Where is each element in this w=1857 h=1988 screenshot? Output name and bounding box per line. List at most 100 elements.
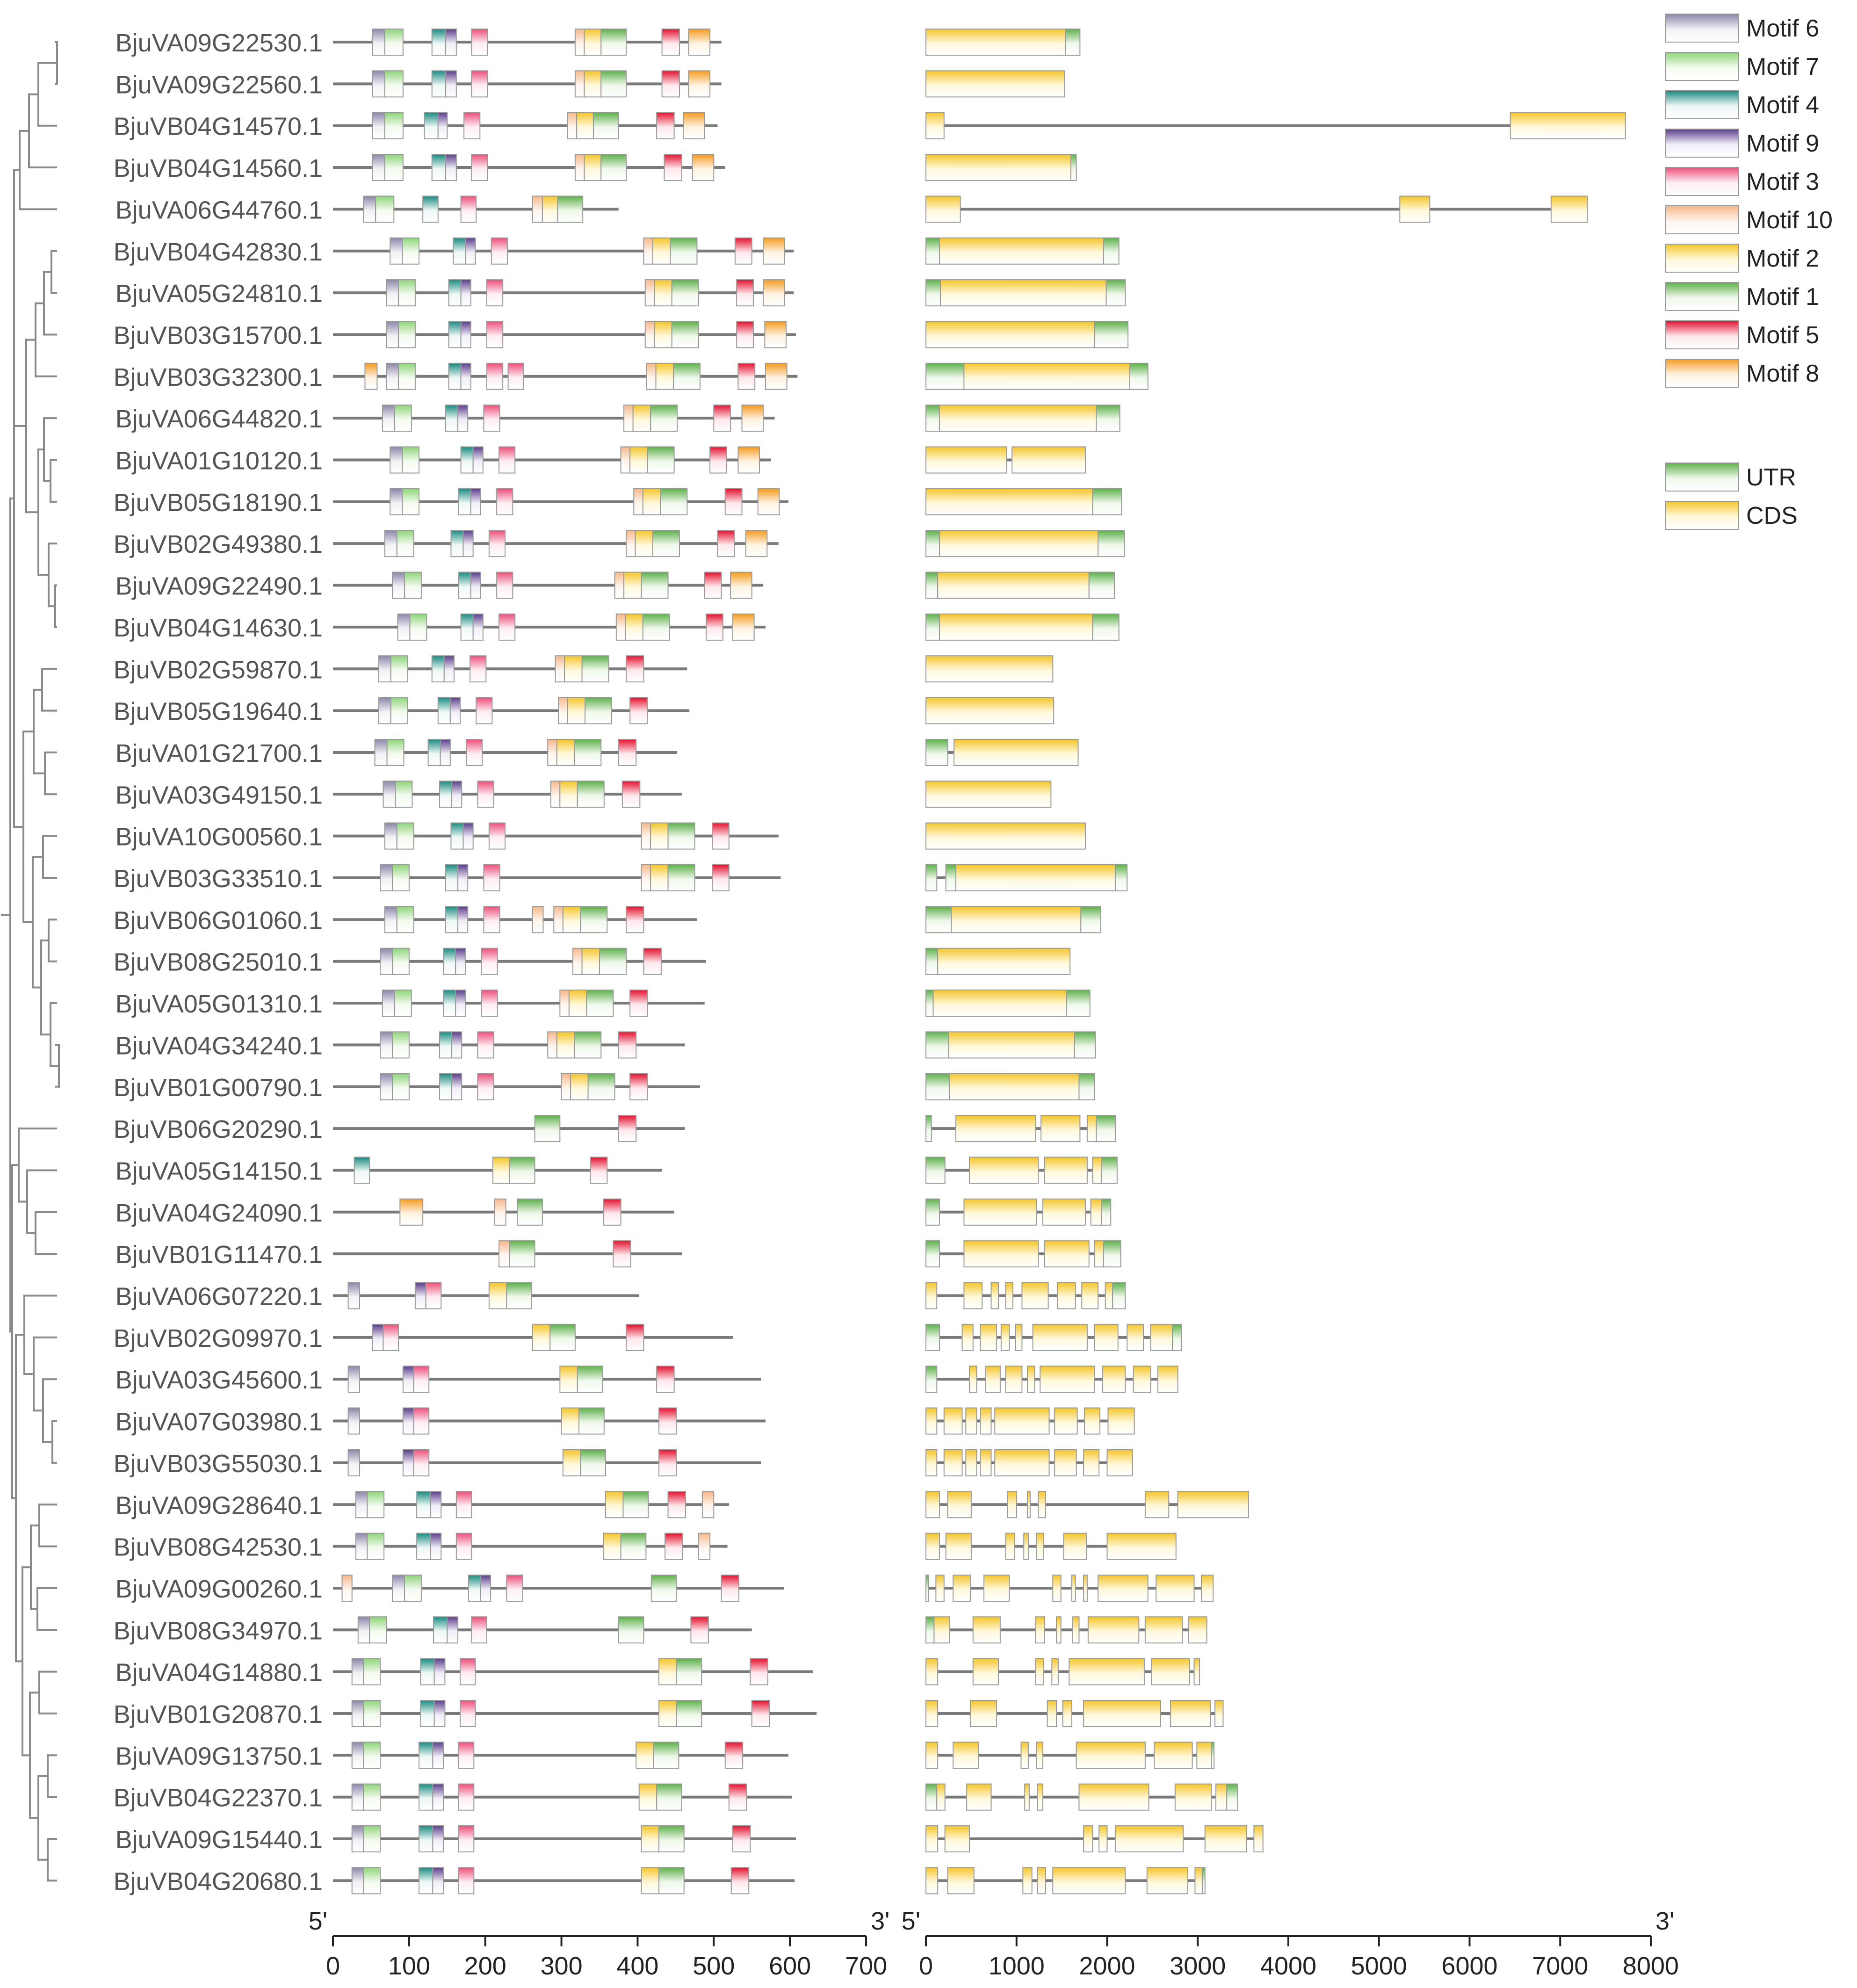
- motif9-box: [402, 1366, 414, 1393]
- gene-label: BjuVA05G24810.1: [116, 280, 323, 308]
- motif1-box: [600, 154, 627, 181]
- cds-segment: [1170, 1700, 1211, 1727]
- utr-segment: [925, 1616, 935, 1644]
- motif9-box: [372, 1323, 384, 1351]
- cds-segment: [925, 112, 945, 139]
- cds-segment: [925, 1867, 939, 1894]
- motif4-box: [445, 906, 459, 933]
- utr-segment: [925, 864, 938, 891]
- motif-row: [333, 571, 764, 599]
- motif9-box: [434, 1658, 446, 1685]
- cds-segment: [925, 154, 1071, 181]
- motif1-box: [671, 279, 699, 307]
- utr-segment: [1092, 488, 1122, 515]
- cds-segment: [1015, 1323, 1023, 1351]
- legend-label: Motif 3: [1746, 168, 1819, 195]
- motif4-box: [422, 195, 439, 223]
- cds-segment: [1062, 1700, 1072, 1727]
- gene-label: BjuVA05G14150.1: [116, 1157, 323, 1185]
- utr-segment: [925, 1240, 940, 1268]
- cds-segment: [1156, 1574, 1195, 1602]
- cds-segment: [1092, 1157, 1102, 1184]
- cds-segment: [1399, 195, 1431, 223]
- motif5-box: [626, 1323, 644, 1351]
- cds-segment: [1201, 1574, 1214, 1602]
- motif1-box: [587, 1073, 615, 1100]
- motif-diagram-panel: [333, 29, 817, 1894]
- motif6-box: [384, 530, 397, 557]
- motif-row: [333, 1449, 761, 1476]
- motif5-box: [618, 1031, 637, 1059]
- motif5-box: [737, 362, 756, 390]
- motif1-box: [580, 906, 608, 933]
- motif6-box: [372, 154, 385, 181]
- motif4-box: [420, 1700, 435, 1727]
- motif2-box: [605, 1491, 624, 1518]
- gene-label: BjuVB03G15700.1: [114, 321, 323, 349]
- motif-row: [333, 1783, 793, 1811]
- motif3-box: [458, 1742, 475, 1769]
- motif5-box: [734, 237, 752, 265]
- motif9-box: [440, 738, 451, 766]
- motif6-box: [351, 1700, 364, 1727]
- motif1-box: [557, 195, 584, 223]
- gene-label: BjuVB02G09970.1: [114, 1324, 323, 1352]
- cds-segment: [953, 1742, 979, 1769]
- motif3-box: [455, 1533, 472, 1560]
- legend-item-motif6: Motif 6: [1665, 14, 1819, 43]
- motif4-box: [460, 613, 474, 641]
- motif10-box: [553, 906, 564, 933]
- gene-row: [925, 781, 1052, 808]
- motif1-box: [585, 697, 613, 724]
- cds-segment: [1037, 1783, 1043, 1811]
- motif2-box: [562, 1449, 581, 1476]
- gene-row: [925, 906, 1101, 933]
- motif6-box: [372, 29, 385, 56]
- gene-label: BjuVA07G03980.1: [116, 1408, 323, 1436]
- motif3-box: [471, 1616, 487, 1644]
- motif9-box: [432, 1825, 444, 1853]
- motif9-box: [437, 112, 448, 139]
- motif3-box: [483, 906, 500, 933]
- motif5-box: [750, 1658, 768, 1685]
- motif7-box: [392, 947, 410, 975]
- motif6-box: [379, 1031, 393, 1059]
- cds-segment: [1007, 1491, 1017, 1518]
- motif5-box: [626, 655, 644, 683]
- motif3-box: [470, 655, 487, 683]
- cds-segment: [1051, 1658, 1059, 1685]
- tick-label: 100: [388, 1952, 430, 1980]
- utr-segment: [1078, 1073, 1095, 1100]
- cds-segment: [925, 321, 1095, 348]
- motif6-box: [384, 822, 397, 850]
- motif10-box: [615, 613, 626, 641]
- motif1-box: [667, 822, 695, 850]
- utr-segment: [925, 1574, 929, 1602]
- cds-segment: [1510, 112, 1626, 139]
- motif2-box: [654, 321, 672, 348]
- motif6-box: [386, 279, 399, 307]
- motif7-box: [363, 1700, 381, 1727]
- cds-segment: [1083, 1574, 1088, 1602]
- utr-segment: [925, 362, 965, 390]
- motif10-box: [574, 154, 585, 181]
- cds-segment: [1040, 1366, 1095, 1393]
- motif4-box: [433, 1616, 448, 1644]
- cds-segment: [925, 1533, 940, 1560]
- utr-segment: [945, 864, 956, 891]
- cds-segment: [1038, 1491, 1046, 1518]
- motif4-box: [439, 1073, 453, 1100]
- motif9-box: [434, 1700, 446, 1727]
- motif5-box: [728, 1783, 747, 1811]
- cds-segment: [1040, 1115, 1081, 1142]
- gene-label: BjuVA06G44820.1: [116, 405, 323, 433]
- gene-label: BjuVB04G14630.1: [114, 614, 323, 642]
- motif4-box: [416, 1491, 431, 1518]
- cds-segment: [1086, 1115, 1097, 1142]
- motif6-box: [379, 864, 393, 891]
- motif2-box: [584, 154, 602, 181]
- utr-segment: [925, 1783, 938, 1811]
- motif2-box: [629, 446, 648, 474]
- gene-row: [925, 70, 1065, 98]
- cds-segment: [1214, 1700, 1224, 1727]
